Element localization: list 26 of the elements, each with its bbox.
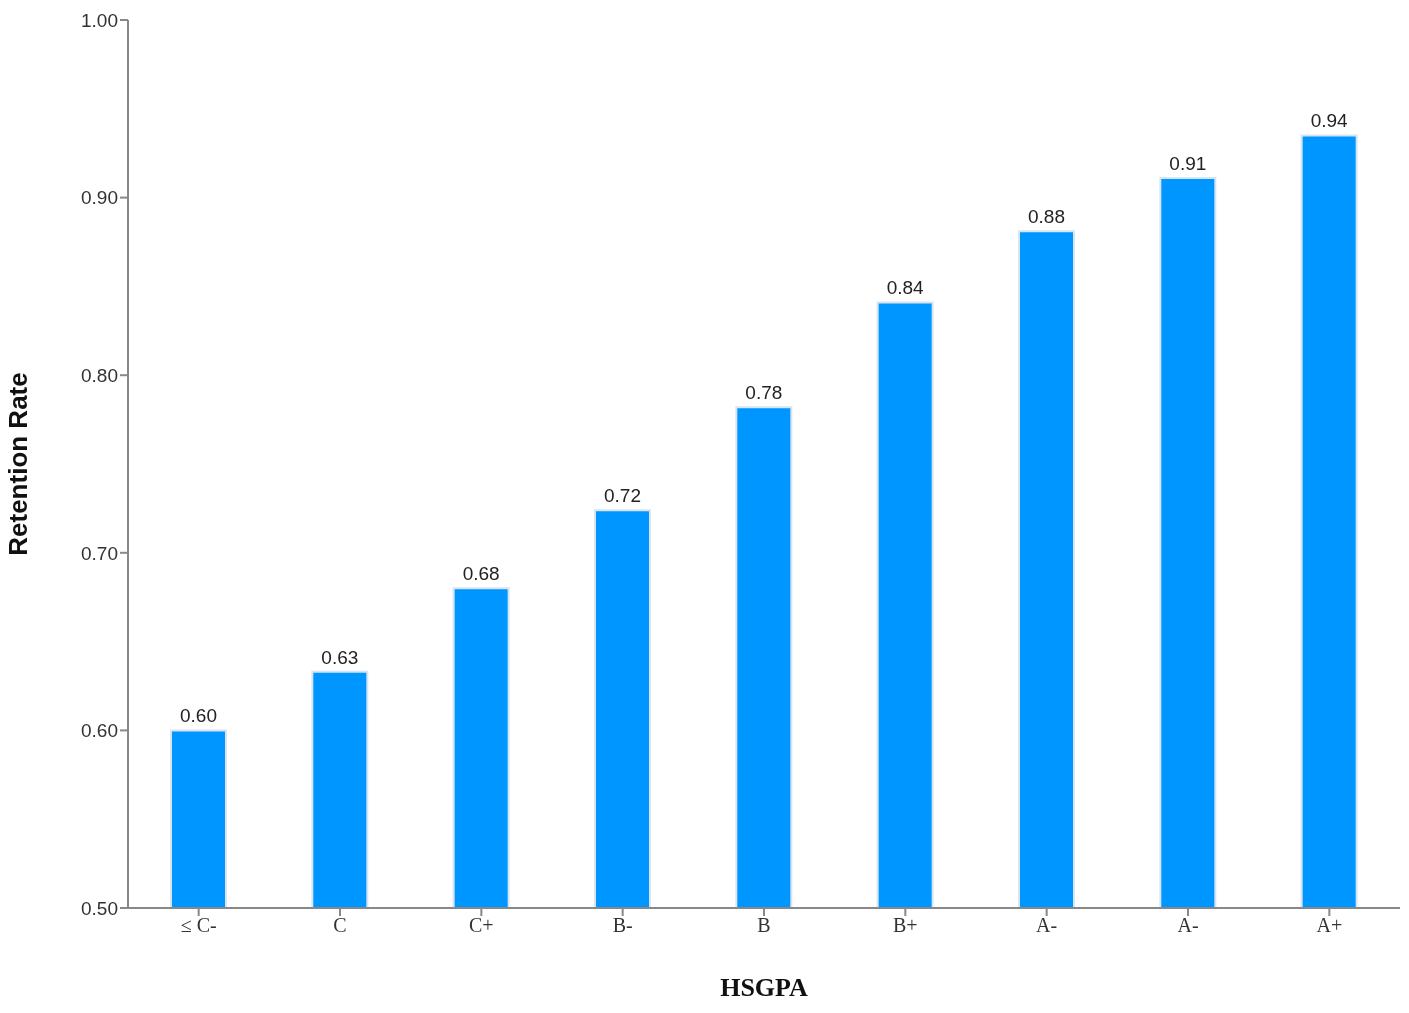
x-axis-title: HSGPA — [720, 973, 809, 1002]
x-tick-label: A- — [1036, 914, 1058, 937]
data-label: 0.88 — [1028, 206, 1065, 228]
y-axis-title: Retention Rate — [3, 372, 34, 556]
x-tick-label: A+ — [1316, 914, 1343, 937]
x-tick-label: ≤ C- — [180, 914, 217, 937]
x-tick-label: A- — [1177, 914, 1199, 937]
x-tick-label: C+ — [469, 914, 494, 937]
y-tick-label: 0.60 — [81, 720, 118, 742]
data-label: 0.60 — [180, 705, 217, 727]
data-label: 0.72 — [604, 485, 641, 507]
x-tick-label: B- — [612, 914, 633, 937]
y-tick-label: 0.90 — [81, 187, 118, 209]
x-tick-label: C — [333, 914, 347, 937]
data-label: 0.68 — [462, 563, 500, 585]
data-label: 0.78 — [745, 382, 783, 404]
y-tick-label: 0.70 — [81, 542, 118, 564]
data-label: 0.94 — [1310, 110, 1349, 132]
y-tick-label: 0.50 — [81, 897, 118, 919]
data-label: 0.84 — [886, 277, 925, 299]
y-tick-label: 0.80 — [81, 364, 118, 386]
data-label: 0.91 — [1169, 153, 1207, 175]
x-tick-label: B — [757, 914, 771, 937]
data-label: 0.63 — [321, 646, 359, 668]
x-tick-label: B+ — [893, 914, 918, 937]
y-tick-label: 1.00 — [81, 9, 118, 31]
